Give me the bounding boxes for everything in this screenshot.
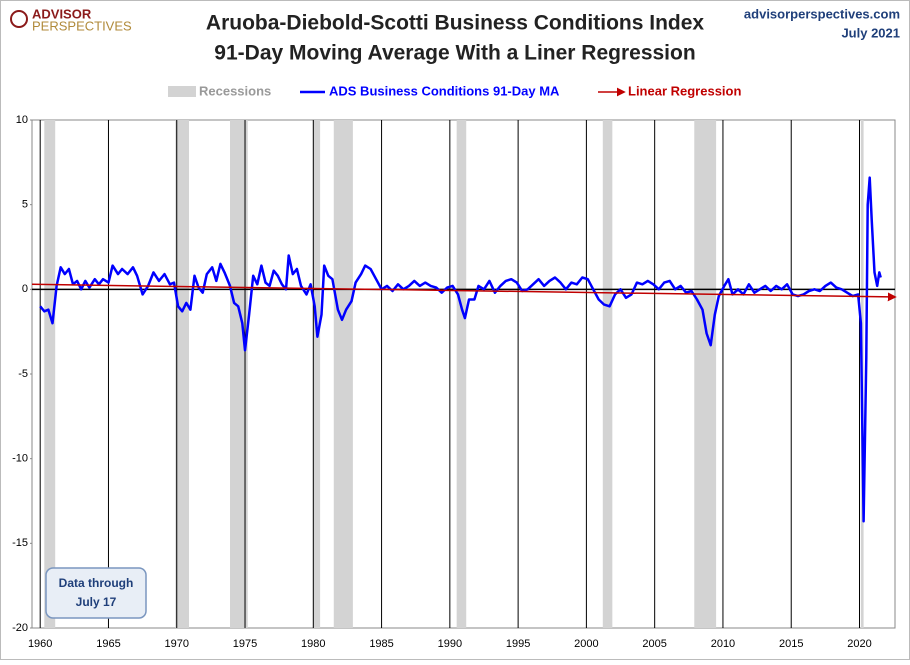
- logo: PERSPECTIVES: [32, 18, 132, 33]
- recession-band: [602, 120, 613, 628]
- recession-band: [456, 120, 467, 628]
- regression-line: [31, 283, 897, 302]
- logo-icon: [10, 10, 28, 28]
- x-tick-label: 2005: [642, 638, 666, 650]
- x-tick-label: 1960: [28, 638, 52, 650]
- x-tick-label: 2000: [574, 638, 598, 650]
- data-line: [39, 176, 882, 523]
- x-tick-label: 2015: [779, 638, 803, 650]
- x-tick-label: 1990: [438, 638, 462, 650]
- x-tick-label: 2010: [711, 638, 735, 650]
- x-tick-label: 1975: [233, 638, 257, 650]
- recession-band: [175, 120, 190, 628]
- annotation: July 17: [76, 595, 117, 609]
- legend-label: ADS Business Conditions 91-Day MA: [329, 83, 560, 98]
- legend-swatch: [168, 86, 196, 97]
- recession-band: [313, 120, 321, 628]
- recession-band: [333, 120, 353, 628]
- date: July 2021: [841, 25, 900, 40]
- x-tick-label: 1980: [301, 638, 325, 650]
- x-tick-label: 1965: [96, 638, 120, 650]
- y-tick-label: 5: [22, 199, 28, 211]
- chart-title: 91-Day Moving Average With a Liner Regre…: [214, 42, 695, 65]
- y-tick-label: 10: [16, 114, 28, 126]
- x-tick-label: 1970: [165, 638, 189, 650]
- logo: ADVISOR: [32, 6, 92, 21]
- annotation: Data through: [59, 576, 134, 590]
- recession-band: [694, 120, 717, 628]
- y-tick-label: -10: [12, 453, 28, 465]
- y-tick-label: -5: [18, 368, 28, 380]
- legend-label: Recessions: [199, 83, 271, 98]
- chart-title: Aruoba-Diebold-Scotti Business Condition…: [206, 12, 705, 35]
- y-tick-label: 0: [22, 283, 28, 295]
- source: advisorperspectives.com: [744, 6, 900, 21]
- annotation-box: [45, 567, 147, 619]
- recession-band: [44, 120, 56, 628]
- recession-band: [229, 120, 248, 628]
- x-tick-label: 2020: [847, 638, 871, 650]
- x-tick-label: 1995: [506, 638, 530, 650]
- legend-label: Linear Regression: [628, 83, 741, 98]
- y-tick-label: -20: [12, 622, 28, 634]
- y-tick-label: -15: [12, 537, 28, 549]
- x-tick-label: 1985: [369, 638, 393, 650]
